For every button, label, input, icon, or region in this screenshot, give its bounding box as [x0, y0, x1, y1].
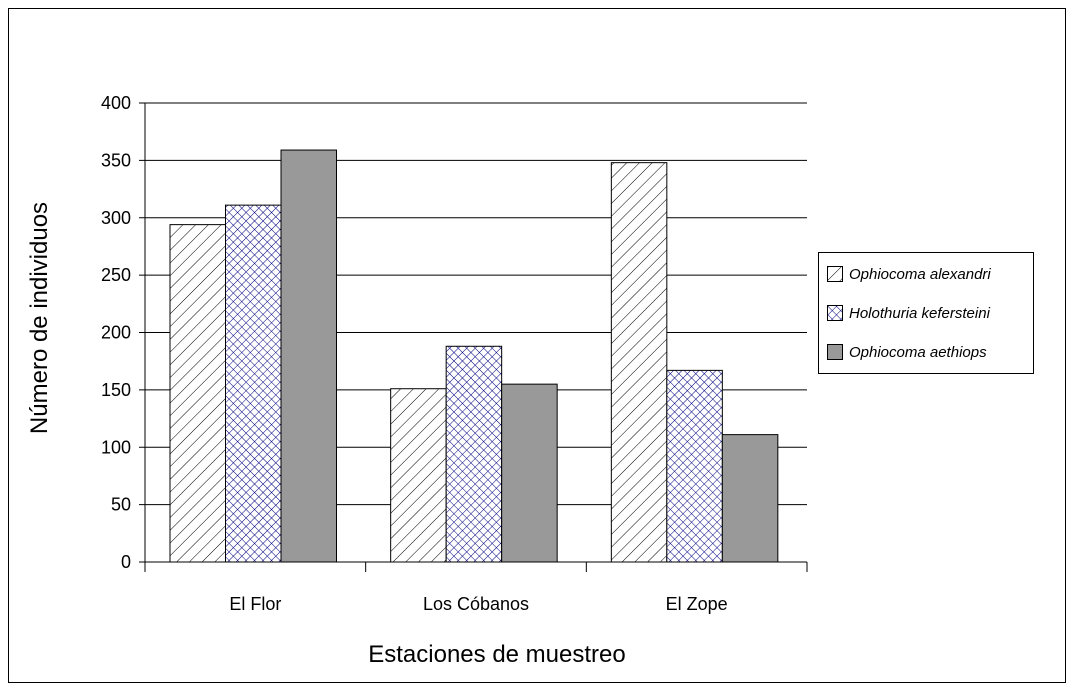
- x-tick-label: Los Cóbanos: [423, 594, 529, 614]
- y-tick-label: 200: [101, 323, 131, 343]
- legend: Ophiocoma alexandri Holothuria keferstei…: [818, 252, 1034, 374]
- y-tick-label: 400: [101, 93, 131, 113]
- y-tick-label: 150: [101, 380, 131, 400]
- y-tick-label: 100: [101, 437, 131, 457]
- bar: [501, 383, 558, 563]
- legend-label: Holothuria kefersteini: [849, 304, 990, 322]
- y-tick-label: 350: [101, 150, 131, 170]
- y-tick-label: 0: [121, 552, 131, 572]
- bar: [666, 369, 723, 563]
- bar: [169, 224, 226, 563]
- legend-swatch-crosshatch: [827, 305, 843, 321]
- bar: [225, 204, 282, 563]
- legend-label: Ophiocoma aethiops: [849, 343, 987, 361]
- legend-label: Ophiocoma alexandri: [849, 265, 991, 283]
- x-axis-title: Estaciones de muestreo: [368, 641, 625, 668]
- y-tick-label: 300: [101, 208, 131, 228]
- legend-swatch-diagonal-hatch: [827, 266, 843, 282]
- x-tick-label: El Flor: [229, 594, 281, 614]
- legend-item: Ophiocoma alexandri: [827, 264, 991, 284]
- bar: [610, 162, 668, 563]
- legend-item: Ophiocoma aethiops: [827, 342, 987, 362]
- legend-item: Holothuria kefersteini: [827, 303, 990, 323]
- x-tick-label: El Zope: [666, 594, 728, 614]
- y-axis-title: Número de individuos: [26, 202, 53, 434]
- bar: [445, 345, 503, 563]
- y-tick-label: 250: [101, 265, 131, 285]
- axes: [139, 102, 808, 572]
- legend-swatch-solid: [827, 344, 843, 360]
- bar: [390, 388, 447, 563]
- tick-labels: 0 50 100 150 200 250 300 350 400 El Flor Los Cóban…: [101, 93, 728, 614]
- bar: [280, 149, 337, 563]
- bar: [721, 434, 779, 563]
- bars: [169, 149, 779, 563]
- y-tick-label: 50: [111, 495, 131, 515]
